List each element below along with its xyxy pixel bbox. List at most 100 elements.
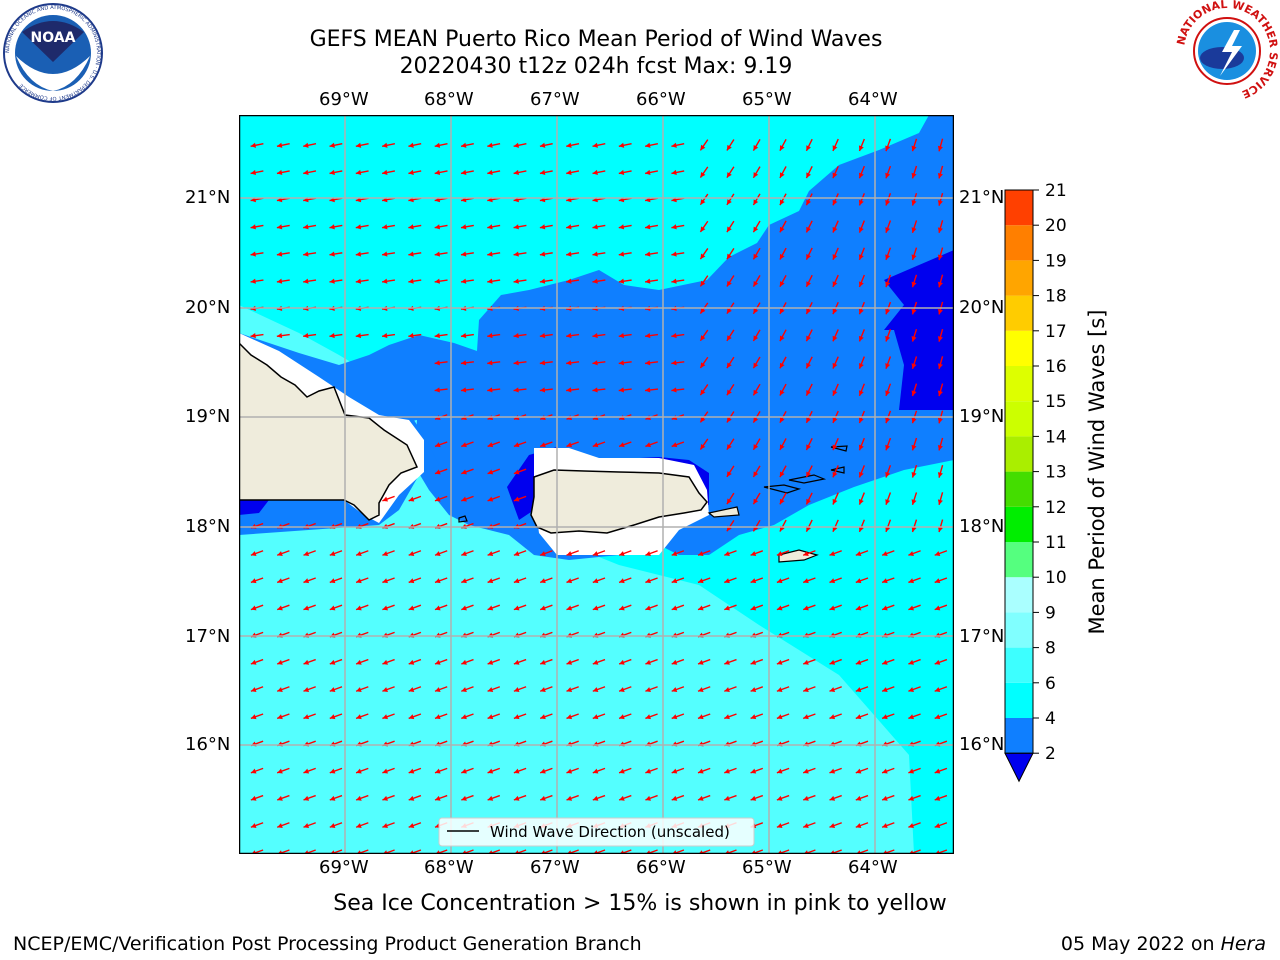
graticule — [239, 115, 954, 854]
wind-wave-arrow — [779, 274, 787, 288]
colorbar-tick-label: 19 — [1045, 251, 1067, 271]
colorbar-tick-label: 15 — [1045, 392, 1067, 412]
wind-wave-arrow — [645, 577, 658, 584]
colorbar-band — [1005, 401, 1033, 437]
wind-wave-arrow — [408, 251, 422, 257]
wind-wave-arrow — [460, 251, 474, 257]
wind-wave-arrow — [539, 767, 553, 774]
wind-wave-arrow — [539, 251, 553, 257]
colorbar-band — [1005, 260, 1033, 296]
wind-wave-arrow — [592, 441, 606, 448]
wind-wave-arrow — [832, 465, 839, 478]
wind-wave-arrow — [461, 604, 474, 611]
wind-wave-arrow — [776, 713, 790, 720]
wind-wave-arrow — [250, 169, 264, 176]
wind-wave-arrow — [513, 169, 527, 176]
lat-left-21: 21°N — [185, 187, 231, 208]
wind-wave-arrow — [726, 492, 735, 505]
wind-wave-arrow — [355, 251, 369, 257]
wind-wave-arrow — [881, 822, 895, 828]
wind-wave-arrow — [539, 387, 553, 393]
wind-wave-arrow — [671, 224, 685, 230]
wind-wave-arrow — [724, 686, 737, 692]
wind-wave-arrow — [724, 604, 737, 611]
wind-wave-arrow — [539, 278, 553, 284]
wind-wave-arrow — [805, 383, 813, 396]
wind-wave-arrow — [566, 142, 580, 148]
wind-wave-arrow — [461, 495, 474, 502]
wind-wave-arrow — [618, 713, 632, 720]
wind-wave-arrow — [329, 224, 343, 230]
wind-wave-arrow — [802, 822, 816, 828]
wind-wave-arrow — [539, 333, 553, 339]
wind-wave-arrow — [566, 604, 579, 611]
wind-wave-arrow — [752, 275, 761, 287]
wind-wave-arrow — [303, 333, 317, 339]
wind-wave-arrow — [566, 794, 579, 801]
wind-wave-arrow — [726, 383, 735, 396]
wind-wave-arrow — [382, 794, 395, 801]
wind-wave-arrow — [329, 604, 343, 611]
wind-wave-arrow — [911, 356, 918, 370]
wind-wave-arrow — [408, 333, 422, 339]
title-line-2: 20220430 t12z 024h fcst Max: 9.19 — [399, 54, 793, 79]
wind-wave-arrow — [329, 577, 343, 584]
wind-wave-arrow — [434, 658, 448, 665]
wind-wave-arrow — [329, 333, 343, 339]
ocean-dark-ne — [884, 250, 954, 410]
wind-wave-arrow — [539, 169, 553, 176]
wind-wave-arrow — [908, 794, 921, 801]
wind-wave-arrow — [855, 767, 869, 774]
wind-wave-arrow — [592, 169, 606, 176]
wind-wave-arrow — [566, 577, 579, 584]
wind-wave-arrow — [699, 166, 709, 178]
wind-wave-arrow — [618, 604, 632, 611]
wind-wave-arrow — [802, 713, 816, 720]
wind-wave-arrow — [750, 658, 764, 665]
wind-wave-arrow — [858, 247, 865, 261]
wind-wave-arrow — [858, 329, 865, 342]
wind-wave-arrow — [802, 767, 816, 774]
colorbar-label: Mean Period of Wind Waves [s] — [1085, 309, 1109, 635]
wind-wave-arrow — [276, 604, 290, 611]
wind-wave-arrow — [937, 437, 944, 451]
wind-wave-arrow — [724, 658, 737, 665]
wind-wave-arrow — [382, 822, 395, 828]
wind-wave-arrow — [513, 278, 527, 284]
wind-wave-arrow — [303, 550, 316, 556]
wind-wave-arrow — [726, 275, 735, 287]
wind-wave-arrow — [460, 387, 474, 393]
wind-wave-arrow — [381, 333, 396, 339]
wind-wave-arrow — [776, 604, 790, 611]
wind-wave-arrow — [829, 577, 842, 584]
wind-wave-arrow — [434, 468, 448, 475]
wind-wave-arrow — [855, 713, 869, 720]
wind-wave-arrow — [726, 193, 735, 206]
wind-wave-arrow — [408, 686, 422, 692]
wind-wave-arrow — [592, 360, 606, 366]
wind-wave-arrow — [408, 658, 422, 665]
wind-wave-arrow — [303, 686, 316, 692]
wind-wave-arrow — [276, 822, 290, 828]
wind-wave-arrow — [539, 577, 553, 584]
wind-wave-arrow — [934, 686, 948, 692]
wind-wave-arrow — [937, 328, 944, 342]
wind-wave-arrow — [276, 767, 290, 774]
wind-wave-arrow — [460, 142, 474, 148]
wind-wave-arrow — [671, 604, 685, 611]
wind-wave-arrow — [461, 441, 474, 448]
wind-wave-arrow — [934, 767, 948, 774]
wind-wave-arrow — [355, 713, 369, 720]
wind-wave-arrow — [618, 251, 632, 257]
wind-wave-arrow — [855, 577, 869, 584]
wind-wave-arrow — [303, 794, 316, 801]
wind-wave-arrow — [355, 686, 369, 692]
wind-wave-arrow — [885, 193, 892, 206]
wind-wave-arrow — [776, 822, 790, 828]
wind-wave-arrow — [855, 822, 869, 828]
wind-wave-arrow — [592, 577, 606, 584]
wind-wave-arrow — [250, 658, 264, 665]
wind-wave-arrow — [355, 822, 369, 828]
footer-host: Hera — [1220, 933, 1266, 955]
wind-wave-arrow — [329, 658, 343, 665]
